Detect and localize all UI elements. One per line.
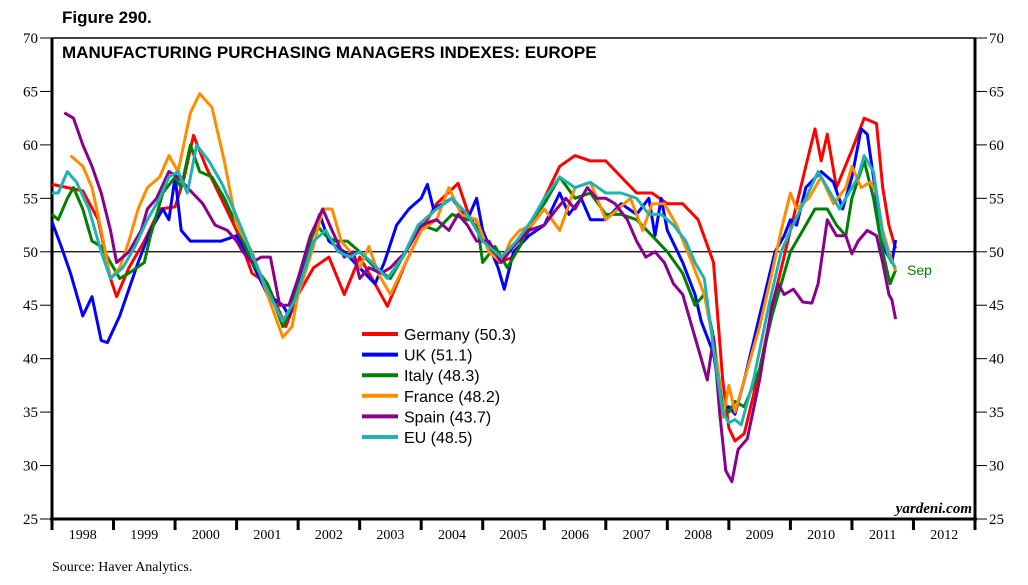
legend-label: EU (48.5)	[404, 430, 472, 447]
legend-label: UK (51.1)	[404, 348, 472, 365]
x-tick-label: 2007	[623, 528, 651, 543]
y-tick-label-left: 35	[23, 405, 38, 421]
x-tick-label: 2003	[376, 528, 404, 543]
x-tick-label: 2011	[869, 528, 896, 543]
y-tick-label-left: 65	[23, 84, 38, 100]
x-tick-label: 2002	[315, 528, 343, 543]
x-tick-label: 2010	[807, 528, 835, 543]
x-tick-label: 2006	[561, 528, 589, 543]
series-line-spain	[63, 111, 898, 484]
x-tick-label: 2009	[746, 528, 774, 543]
y-tick-label-left: 55	[23, 191, 38, 207]
y-tick-label-left: 70	[23, 31, 38, 47]
chart-title: MANUFACTURING PURCHASING MANAGERS INDEXE…	[62, 43, 597, 62]
y-tick-label-left: 45	[23, 298, 38, 314]
y-tick-label-right: 35	[989, 405, 1004, 421]
x-tick-label: 2001	[253, 528, 281, 543]
series-line-france	[69, 92, 898, 419]
x-tick-label: 1999	[130, 528, 158, 543]
legend-label: Italy (48.3)	[404, 368, 480, 385]
y-tick-label-right: 40	[989, 352, 1004, 368]
y-tick-label-right: 70	[989, 31, 1004, 47]
series-line-eu	[52, 143, 897, 427]
x-tick-label: 2005	[500, 528, 528, 543]
y-tick-label-left: 40	[23, 352, 38, 368]
figure-label: Figure 290.	[62, 8, 152, 27]
x-tick-label: 2000	[192, 528, 220, 543]
y-tick-label-left: 60	[23, 138, 38, 154]
y-tick-label-right: 65	[989, 84, 1004, 100]
y-tick-label-right: 30	[989, 459, 1004, 475]
legend-label: France (48.2)	[404, 389, 500, 406]
y-tick-label-left: 25	[23, 512, 38, 528]
y-tick-label-right: 50	[989, 245, 1004, 261]
y-tick-label-left: 50	[23, 245, 38, 261]
x-tick-label: 2008	[684, 528, 712, 543]
x-tick-label: 1998	[69, 528, 97, 543]
legend-label: Germany (50.3)	[404, 327, 516, 344]
source-note: Source: Haver Analytics.	[52, 560, 193, 575]
y-tick-label-right: 25	[989, 512, 1004, 528]
end-annotation-sep: Sep	[907, 262, 932, 278]
x-tick-label: 2012	[930, 528, 958, 543]
y-tick-label-right: 55	[989, 191, 1004, 207]
y-tick-label-right: 45	[989, 298, 1004, 314]
y-tick-label-right: 60	[989, 138, 1004, 154]
legend-label: Spain (43.7)	[404, 409, 491, 426]
series-line-uk	[50, 127, 898, 416]
x-tick-label: 2004	[438, 528, 466, 543]
y-tick-label-left: 30	[23, 459, 38, 475]
watermark-yardeni: yardeni.com	[894, 501, 972, 517]
